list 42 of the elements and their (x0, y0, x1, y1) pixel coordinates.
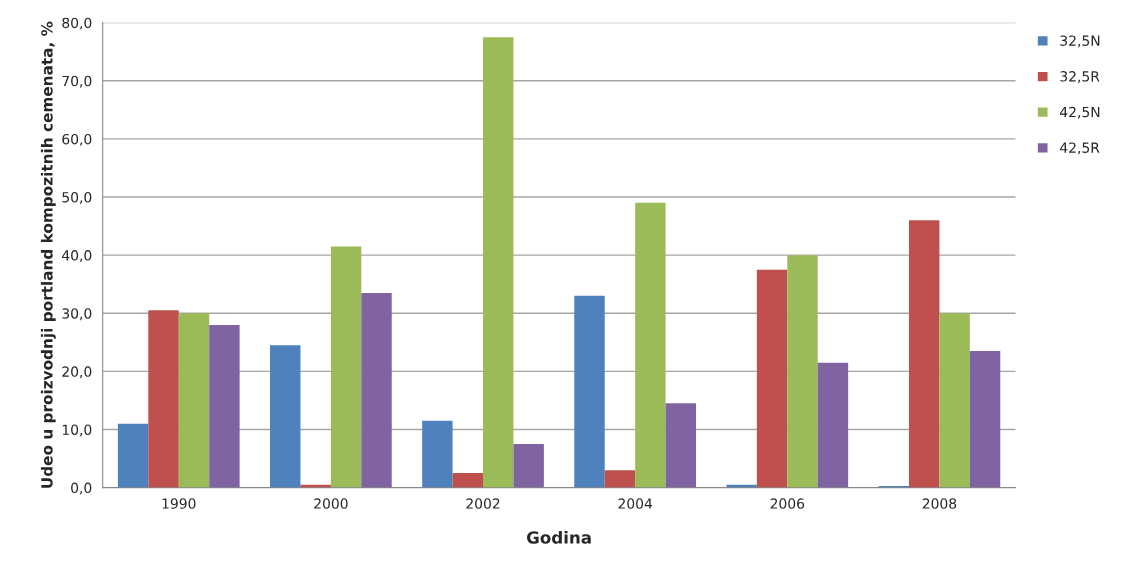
y-tick-label: 30,0 (62, 308, 92, 321)
bar (209, 324, 240, 488)
x-tick-label: 2004 (618, 498, 653, 509)
legend-label: 42,5N (1060, 106, 1100, 119)
x-tick-label: 2000 (314, 498, 348, 509)
bar (270, 345, 301, 488)
bar (330, 246, 362, 488)
x-tick-label: 2008 (922, 498, 957, 509)
bar (969, 351, 1001, 488)
bar (513, 444, 544, 488)
y-tick-label: 10,0 (62, 424, 92, 437)
legend-label: 32,5N (1060, 35, 1100, 48)
bar (178, 313, 210, 488)
y-tick-label: 0,0 (71, 482, 92, 495)
bar (452, 473, 484, 488)
y-axis-title: Udeo u proizvodnji portland kompozitnih cemenata, % (40, 21, 56, 488)
y-tick-label: 20,0 (62, 366, 92, 379)
bar (604, 470, 636, 488)
bar (361, 292, 392, 488)
bar (817, 362, 849, 488)
y-tick-label: 70,0 (62, 75, 92, 88)
y-tick-label: 80,0 (62, 17, 92, 30)
bar (148, 310, 179, 488)
bar (635, 202, 666, 488)
bar (117, 423, 149, 488)
y-tick-label: 40,0 (62, 250, 92, 263)
y-tick-label: 50,0 (62, 192, 92, 204)
bar (483, 37, 514, 488)
bar (756, 269, 788, 488)
legend-label: 32,5R (1060, 71, 1100, 84)
x-axis-title: Godina (526, 530, 591, 544)
bar (665, 403, 697, 488)
bar (939, 313, 970, 488)
legend-label: 42,5R (1060, 142, 1100, 155)
x-tick-label: 2006 (770, 498, 805, 509)
bar (787, 255, 818, 488)
bar (422, 420, 453, 488)
bar (574, 295, 605, 488)
x-tick-label: 2002 (466, 498, 500, 509)
y-tick-label: 60,0 (62, 133, 92, 146)
x-tick-label: 1990 (162, 498, 196, 509)
bar (909, 220, 940, 488)
